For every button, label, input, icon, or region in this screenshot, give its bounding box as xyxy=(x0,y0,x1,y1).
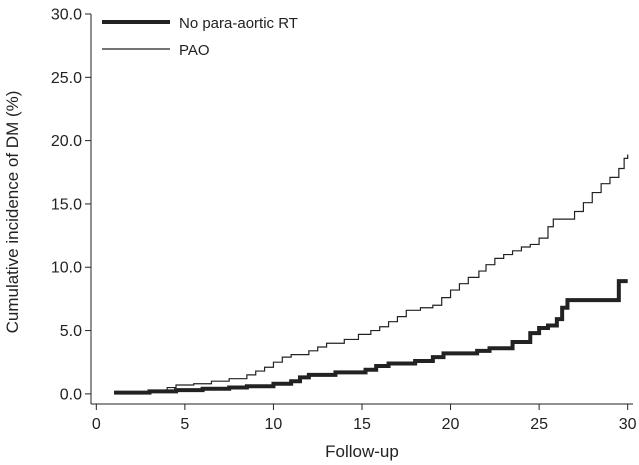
x-tick-label: 5 xyxy=(180,416,189,433)
y-tick-label: 30.0 xyxy=(51,7,82,24)
legend-label-pao: PAO xyxy=(179,42,210,59)
x-axis-label: Follow-up xyxy=(325,442,399,461)
x-tick-label: 25 xyxy=(530,416,548,433)
y-tick-label: 0.0 xyxy=(60,386,82,403)
y-tick-label: 15.0 xyxy=(51,196,82,213)
y-tick-label: 10.0 xyxy=(51,260,82,277)
x-tick-label: 30 xyxy=(619,416,637,433)
x-ticks: 0 5 10 15 20 25 30 xyxy=(92,404,637,433)
x-tick-label: 20 xyxy=(442,416,460,433)
y-axis-label: Cumulative incidence of DM (%) xyxy=(3,91,22,334)
series-line-pao xyxy=(114,154,629,394)
legend: No para-aortic RT PAO xyxy=(102,15,298,59)
y-tick-label: 5.0 xyxy=(60,323,82,340)
x-tick-label: 10 xyxy=(265,416,283,433)
legend-label-no-para-aortic-rt: No para-aortic RT xyxy=(179,15,298,32)
axes-layer: 0.0 5.0 10.0 15.0 20.0 25.0 30.0 0 5 10 15 20 25 30 xyxy=(51,7,637,434)
y-ticks: 0.0 5.0 10.0 15.0 20.0 25.0 30.0 xyxy=(51,7,91,403)
series-layer xyxy=(114,154,629,395)
x-tick-label: 15 xyxy=(353,416,371,433)
y-tick-label: 25.0 xyxy=(51,70,82,87)
series-line-no-para-aortic-rt xyxy=(114,279,628,395)
x-tick-label: 0 xyxy=(92,416,101,433)
y-tick-label: 20.0 xyxy=(51,133,82,150)
